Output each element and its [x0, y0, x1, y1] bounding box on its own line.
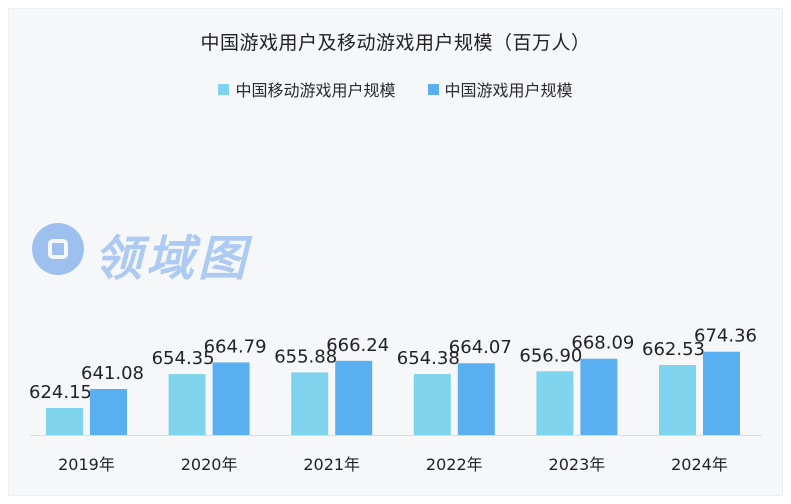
chart-card: [8, 8, 783, 496]
bar-mobile-4: [536, 371, 574, 435]
bar-total-4: [580, 358, 618, 435]
legend-label-mobile: 中国移动游戏用户规模: [235, 81, 396, 100]
bar-total-5: [703, 351, 740, 435]
legend-swatch-mobile: [218, 83, 230, 95]
data-label-total-3: 664.07: [449, 337, 512, 358]
x-tick-label-5: 2024年: [671, 455, 728, 474]
data-label-mobile-4: 656.90: [519, 345, 582, 366]
data-label-total-4: 668.09: [571, 333, 634, 354]
x-tick-label-3: 2022年: [426, 455, 483, 474]
bar-mobile-2: [291, 372, 329, 435]
chart-title: 中国游戏用户及移动游戏用户规模（百万人）: [200, 32, 591, 54]
bar-total-0: [90, 388, 127, 435]
x-tick-label-2: 2021年: [303, 455, 360, 474]
legend-item-mobile: 中国移动游戏用户规模: [218, 77, 396, 101]
legend-swatch-total: [427, 83, 439, 95]
data-label-mobile-2: 655.88: [274, 346, 337, 367]
data-label-total-1: 664.79: [204, 336, 267, 357]
data-label-total-0: 641.08: [81, 363, 144, 384]
legend-item-total: 中国游戏用户规模: [427, 77, 573, 101]
data-label-total-2: 666.24: [326, 335, 389, 356]
bar-mobile-5: [659, 364, 696, 435]
x-tick-label-1: 2020年: [181, 455, 238, 474]
data-label-mobile-0: 624.15: [29, 382, 92, 403]
legend-label-total: 中国游戏用户规模: [444, 81, 573, 100]
x-tick-label-4: 2023年: [549, 455, 606, 474]
x-tick-label-0: 2019年: [58, 455, 115, 474]
bar-mobile-0: [46, 407, 83, 435]
bar-mobile-1: [168, 374, 206, 435]
data-label-mobile-1: 654.35: [152, 348, 215, 369]
chart-legend: 中国移动游戏用户规模 中国游戏用户规模: [0, 77, 791, 101]
bar-total-3: [457, 363, 495, 435]
data-label-mobile-5: 662.53: [642, 339, 705, 360]
data-label-total-5: 674.36: [694, 326, 757, 347]
bar-mobile-3: [413, 374, 451, 435]
bar-total-1: [212, 362, 250, 435]
data-label-mobile-3: 654.38: [397, 348, 460, 369]
bar-total-2: [335, 360, 373, 435]
